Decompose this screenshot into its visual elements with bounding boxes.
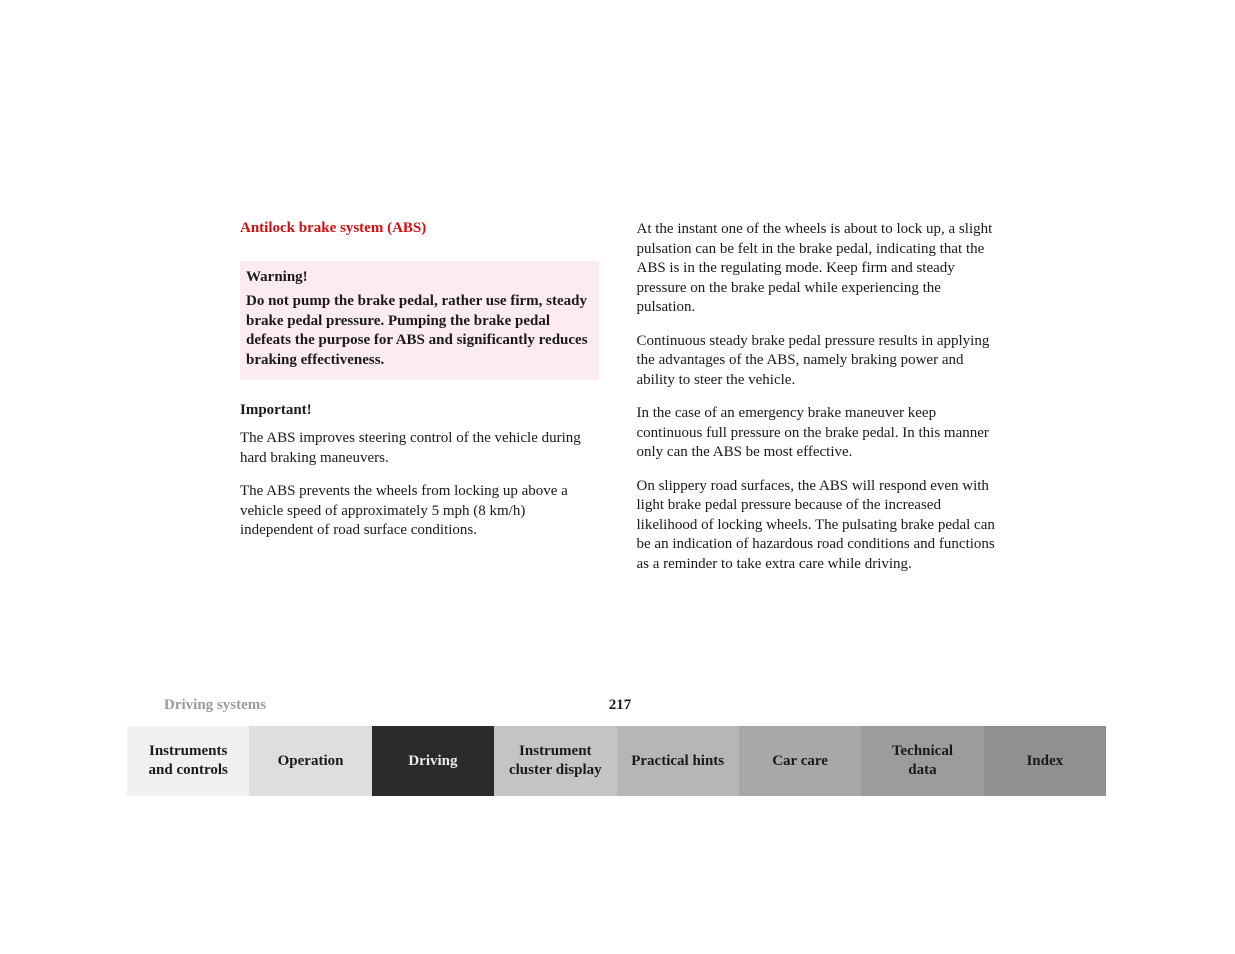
important-title: Important!: [240, 402, 599, 419]
warning-box: Warning! Do not pump the brake pedal, ra…: [240, 261, 599, 380]
important-paragraph: The ABS improves steering control of the…: [240, 429, 599, 468]
right-column: At the instant one of the wheels is abou…: [637, 220, 996, 588]
tab-technical-data[interactable]: Technical data: [861, 726, 983, 796]
tab-car-care[interactable]: Car care: [739, 726, 861, 796]
tab-operation[interactable]: Operation: [249, 726, 371, 796]
section-title: Antilock brake system (ABS): [240, 220, 599, 237]
warning-text: Do not pump the brake pedal, rather use …: [246, 292, 593, 370]
footer-section-label: Driving systems: [164, 697, 266, 714]
tab-instruments-and-controls[interactable]: Instruments and controls: [127, 726, 249, 796]
footer-meta: Driving systems 217: [140, 697, 1100, 714]
body-paragraph: Continuous steady brake pedal pressure r…: [637, 332, 996, 391]
page-content: Antilock brake system (ABS) Warning! Do …: [240, 220, 995, 588]
tab-instrument-cluster-display[interactable]: Instrument cluster display: [494, 726, 616, 796]
warning-title: Warning!: [246, 269, 593, 286]
body-paragraph: At the instant one of the wheels is abou…: [637, 220, 996, 318]
tab-index[interactable]: Index: [984, 726, 1106, 796]
page-number: 217: [609, 697, 632, 714]
columns: Antilock brake system (ABS) Warning! Do …: [240, 220, 995, 588]
tab-practical-hints[interactable]: Practical hints: [617, 726, 739, 796]
tab-driving[interactable]: Driving: [372, 726, 494, 796]
body-paragraph: In the case of an emergency brake maneuv…: [637, 404, 996, 463]
important-paragraph: The ABS prevents the wheels from locking…: [240, 482, 599, 541]
body-paragraph: On slippery road surfaces, the ABS will …: [637, 477, 996, 575]
left-column: Antilock brake system (ABS) Warning! Do …: [240, 220, 599, 588]
tab-bar: Instruments and controlsOperationDriving…: [127, 726, 1106, 796]
